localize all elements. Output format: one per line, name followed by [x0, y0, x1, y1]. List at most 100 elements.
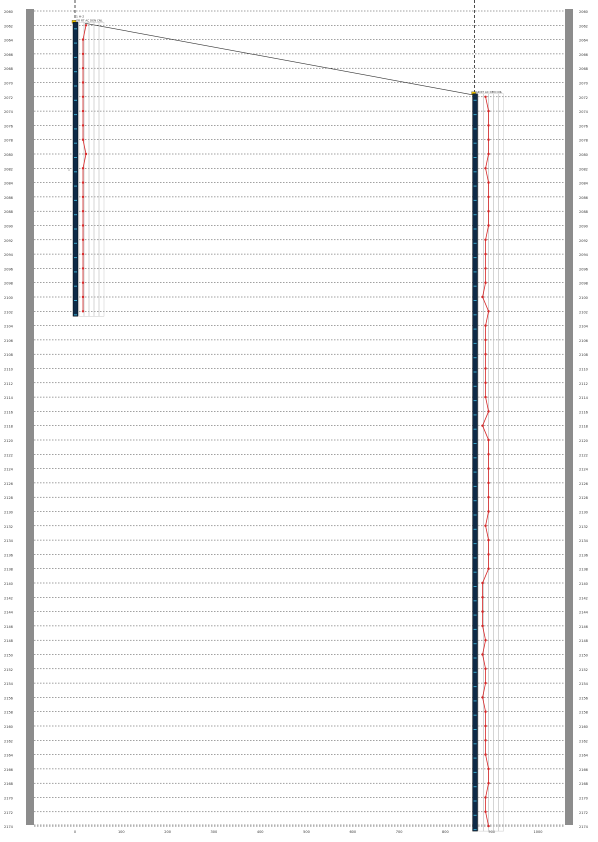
- right-depth-tick-label: 2122: [579, 453, 588, 457]
- left-depth-tick-label: 2156: [4, 696, 13, 700]
- well-column-tick: [473, 142, 477, 144]
- distance-tick-label: 900: [488, 830, 495, 834]
- left-depth-tick-label: 2088: [4, 210, 13, 214]
- well-column-tick: [74, 85, 77, 87]
- well-log-point: [487, 195, 490, 199]
- left-depth-tick-label: 2142: [4, 596, 13, 600]
- left-depth-tick-label: 2072: [4, 96, 13, 100]
- well-1: 1 H-2GR RT AC DEN CNL 1: [68, 14, 105, 317]
- right-depth-tick-label: 2070: [579, 82, 588, 86]
- right-depth-tick-label: 2080: [579, 153, 588, 157]
- well-position-markers: [74, 0, 475, 94]
- left-depth-tick-label: 2160: [4, 725, 13, 729]
- well-log-point: [484, 281, 487, 284]
- well-log-point: [487, 467, 490, 470]
- well-column-tick: [74, 142, 77, 144]
- well-column-tick: [473, 457, 477, 459]
- left-depth-tick-label: 2060: [4, 10, 13, 14]
- left-depth-tick-label: 2132: [4, 525, 13, 529]
- well-log-point: [484, 796, 487, 799]
- well-column-tick: [473, 657, 477, 659]
- right-depth-tick-label: 2114: [579, 396, 589, 400]
- well-column-tick: [473, 271, 477, 273]
- right-depth-tick-label: 2138: [579, 568, 588, 572]
- right-depth-tick-label: 2116: [579, 410, 588, 414]
- well-log-point: [81, 167, 85, 170]
- left-depth-tick-label: 2140: [4, 582, 13, 586]
- right-depth-tick-label: 2146: [579, 625, 588, 629]
- left-depth-tick-label: 2086: [4, 196, 13, 200]
- well-log-point: [81, 281, 85, 284]
- well-column-tick: [473, 729, 477, 730]
- well-log-point: [81, 81, 85, 84]
- well-column-tick: [74, 171, 77, 173]
- well-log-point: [481, 596, 484, 599]
- well-log-point: [81, 310, 85, 313]
- left-depth-tick-label: 2112: [4, 382, 13, 386]
- well-column-tick: [473, 514, 477, 516]
- well-column-tick: [473, 99, 477, 101]
- well-log-point: [484, 739, 487, 742]
- left-depth-tick-label: 2122: [4, 453, 13, 457]
- well-column-tick: [473, 414, 477, 416]
- well-column-tick: [473, 285, 477, 287]
- well-log-point: [481, 581, 484, 585]
- well-column-tick: [473, 714, 477, 716]
- well-column-tick: [473, 628, 477, 630]
- well-log-point: [81, 95, 85, 99]
- well-log-point: [481, 610, 484, 613]
- well-column-tick: [74, 128, 77, 130]
- well-log-point: [484, 381, 487, 384]
- left-depth-tick-label: 2174: [4, 825, 14, 829]
- well-column-tick: [473, 771, 477, 773]
- left-depth-tick-label: 2148: [4, 639, 13, 643]
- well-log-point: [487, 782, 490, 785]
- left-depth-tick-label: 2170: [4, 797, 13, 801]
- well-column-tick: [74, 185, 77, 187]
- left-depth-tick-label: 2118: [4, 425, 13, 429]
- right-depth-tick-label: 2148: [579, 639, 588, 643]
- well-column-tick: [473, 829, 477, 831]
- well-log-point: [484, 710, 487, 713]
- well-column-tick: [473, 757, 477, 759]
- left-depth-tick-label: 2166: [4, 768, 13, 772]
- correlation-lines: [84, 23, 473, 96]
- well-column-tick: [473, 485, 477, 487]
- well-log-point: [484, 367, 487, 370]
- well-log-point: [484, 324, 487, 327]
- right-depth-tick-label: 2172: [579, 811, 588, 815]
- right-depth-tick-label: 2066: [579, 53, 588, 57]
- right-depth-tick-label: 2140: [579, 582, 588, 586]
- well-column-tick: [74, 314, 77, 316]
- distance-tick-label: 800: [442, 830, 449, 834]
- well-column-tick: [473, 671, 477, 673]
- left-depth-tick-label: 2094: [4, 253, 14, 257]
- well-header-bottom: GR RT AC DEN CNL: [476, 90, 503, 94]
- left-depth-tick-label: 2126: [4, 482, 13, 486]
- well-log-point: [84, 152, 88, 156]
- well-log-point: [487, 438, 490, 442]
- left-depth-tick-label: 2064: [4, 39, 14, 43]
- well-log-point: [484, 338, 487, 342]
- well-log-point: [81, 38, 85, 41]
- well-log-point: [487, 567, 490, 570]
- right-depth-tick-label: 2096: [579, 267, 588, 271]
- well-log-track: [493, 93, 499, 832]
- well-column-tick: [74, 99, 77, 101]
- right-depth-tick-label: 2110: [579, 368, 588, 372]
- distance-tick-label: 200: [164, 830, 171, 834]
- well-log-point: [487, 510, 490, 513]
- distance-tick-label: 600: [349, 830, 356, 834]
- left-depth-tick-label: 2076: [4, 124, 13, 128]
- right-depth-tick-label: 2064: [579, 39, 589, 43]
- left-depth-tick-label: 2062: [4, 24, 13, 28]
- right-depth-tick-label: 2082: [579, 167, 588, 171]
- well-log-point: [81, 224, 85, 227]
- well-side-label: 1: [68, 167, 70, 171]
- right-depth-tick-label: 2166: [579, 768, 588, 772]
- well-log-curve: [482, 96, 489, 827]
- left-depth-tick-label: 2110: [4, 368, 13, 372]
- right-depth-tick-label: 2118: [579, 425, 588, 429]
- right-depth-tick-label: 2132: [579, 525, 588, 529]
